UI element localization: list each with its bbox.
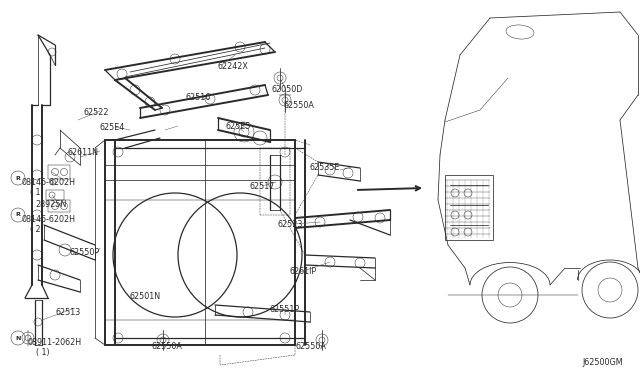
- Text: 62535E: 62535E: [310, 163, 340, 172]
- Text: ( 1): ( 1): [30, 188, 44, 197]
- Bar: [48, 165, 70, 179]
- Text: R: R: [15, 212, 20, 218]
- Bar: [46, 190, 64, 200]
- Text: R: R: [15, 176, 20, 180]
- Text: 62550A: 62550A: [283, 101, 314, 110]
- Text: 62523: 62523: [278, 220, 303, 229]
- Text: 62550A: 62550A: [152, 342, 183, 351]
- Text: 62242X: 62242X: [218, 62, 249, 71]
- Text: 62550A: 62550A: [295, 342, 326, 351]
- Text: N: N: [15, 336, 20, 340]
- Text: 62522: 62522: [83, 108, 109, 117]
- Bar: [48, 200, 70, 212]
- Bar: [445, 175, 493, 240]
- Text: 62516: 62516: [185, 93, 211, 102]
- Text: 62513: 62513: [55, 308, 80, 317]
- Text: 625E4: 625E4: [100, 123, 125, 132]
- Text: 62517: 62517: [250, 182, 275, 191]
- Text: 62501N: 62501N: [130, 292, 161, 301]
- Text: ( 1): ( 1): [36, 348, 50, 357]
- Text: 08911-2062H: 08911-2062H: [28, 338, 82, 347]
- Text: 62551P: 62551P: [270, 305, 300, 314]
- Text: 6261IP: 6261IP: [290, 267, 317, 276]
- Text: ( 2): ( 2): [30, 225, 44, 234]
- Text: 62050D: 62050D: [272, 85, 303, 94]
- Text: 08146-6202H: 08146-6202H: [22, 178, 76, 187]
- Text: 625E5: 625E5: [225, 122, 250, 131]
- Text: 62611N: 62611N: [68, 148, 99, 157]
- Text: J62500GM: J62500GM: [582, 358, 623, 367]
- Text: 28925N: 28925N: [35, 200, 67, 209]
- Text: 62550P: 62550P: [70, 248, 100, 257]
- Text: 08146-6202H: 08146-6202H: [22, 215, 76, 224]
